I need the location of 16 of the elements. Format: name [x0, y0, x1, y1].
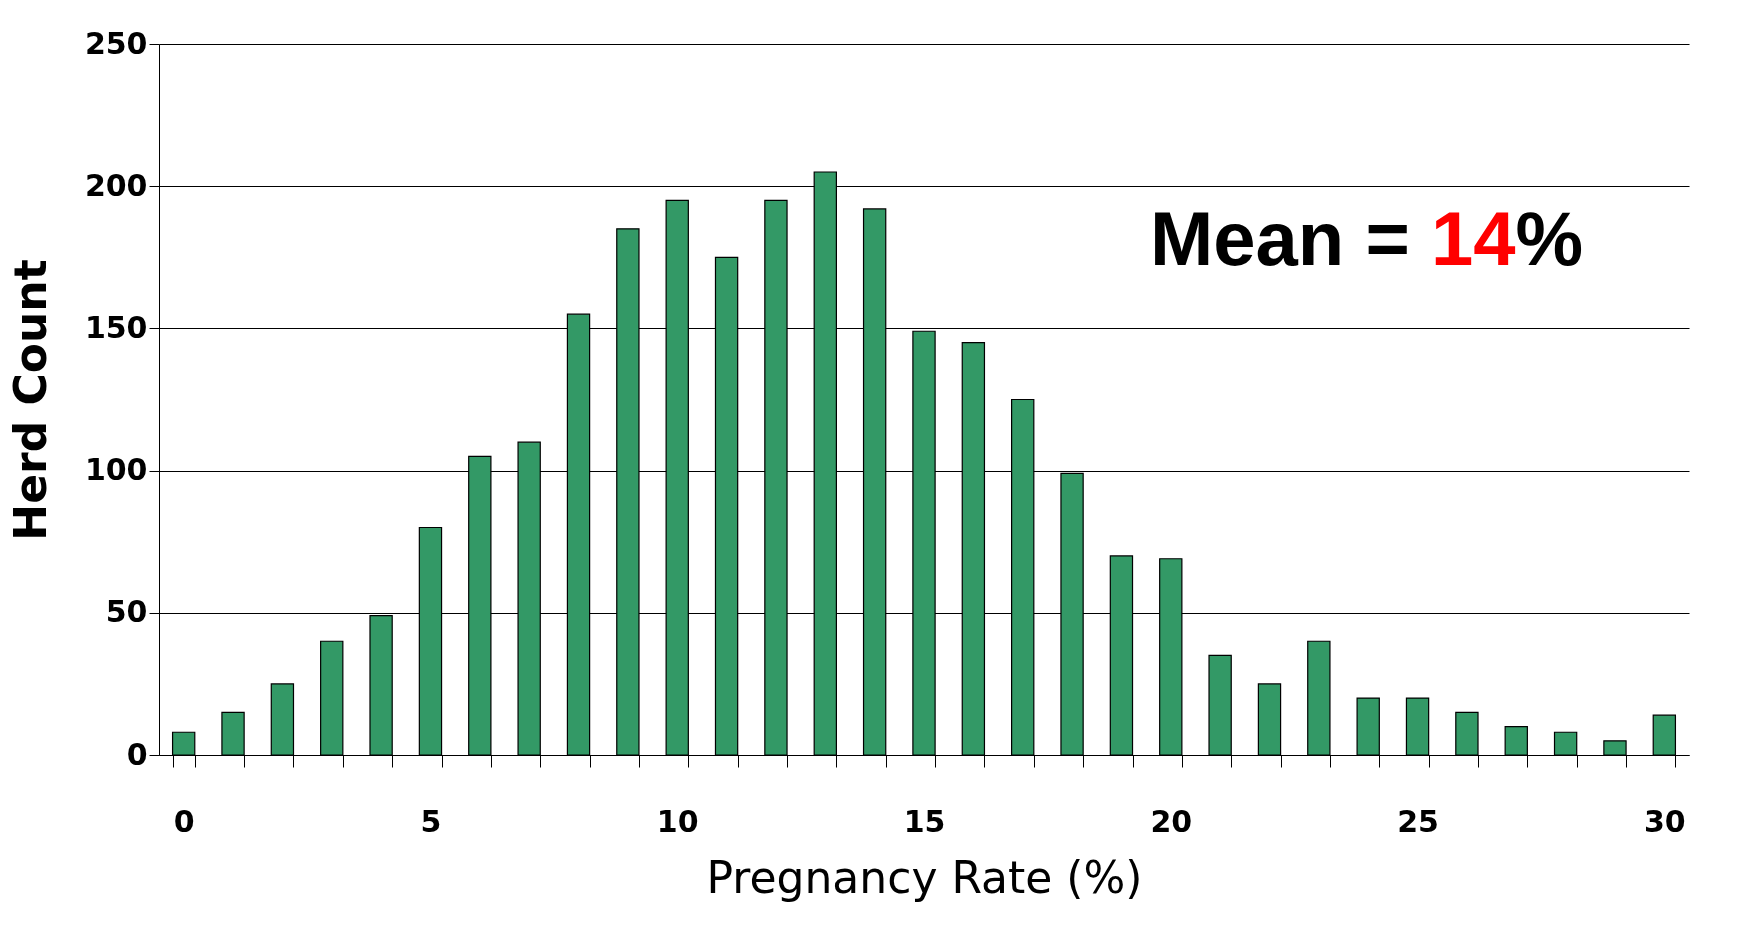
x-axis-title: Pregnancy Rate (%) [706, 851, 1143, 903]
y-tick-label: 150 [84, 309, 148, 345]
x-tick-label: 25 [1397, 803, 1439, 839]
x-tick-label: 30 [1643, 803, 1686, 839]
y-tick-label: 100 [84, 452, 148, 488]
x-tick-label: 5 [420, 803, 442, 839]
y-tick-label: 200 [84, 167, 148, 203]
x-tick-label: 20 [1150, 803, 1193, 839]
x-tick-label: 15 [903, 803, 946, 839]
y-tick-label: 250 [84, 25, 148, 61]
x-tick-label: 10 [656, 803, 699, 839]
y-axis-title: Herd Count [4, 259, 56, 541]
y-tick-label: 50 [105, 594, 148, 630]
y-tick-label: 0 [126, 736, 148, 772]
annotation: Mean = 14% [1150, 196, 1584, 281]
x-tick-label: 0 [173, 803, 195, 839]
